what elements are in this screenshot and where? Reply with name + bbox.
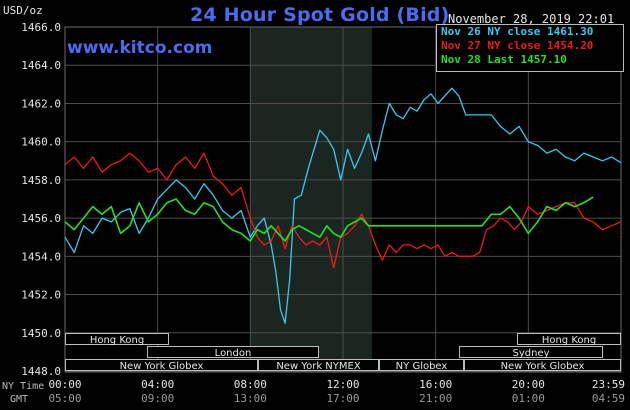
session-bar (464, 359, 621, 371)
y-tick-label: 1466.0 (21, 21, 61, 34)
y-tick-label: 1452.0 (21, 289, 61, 302)
x-tick-label-ny: 23:59 (592, 378, 625, 391)
session-bar (517, 333, 621, 345)
gmt-row-label: GMT (10, 394, 28, 405)
series-line-3 (64, 196, 594, 242)
y-axis-tick-labels: 1466.0 1464.0 1462.0 1460.0 1458.0 1456.0 1454… (21, 21, 61, 378)
session-label: New York Globex (501, 361, 585, 372)
session-label: Sydney (512, 348, 549, 359)
legend-item-nov27: Nov 27 NY close 1454.20 (437, 39, 623, 53)
timestamp: November 28, 2019 22:01 (448, 12, 615, 26)
session-label: London (215, 348, 252, 359)
x-tick-label-gmt: 05:00 (48, 392, 81, 405)
unit-label: USD/oz (3, 4, 43, 17)
legend-item-nov26: Nov 26 NY close 1461.30 (437, 25, 623, 39)
x-tick-label-gmt: 01:00 (512, 392, 545, 405)
y-tick-label: 1462.0 (21, 97, 61, 110)
session-label: NY Globex (396, 361, 448, 372)
session-bar (65, 333, 169, 345)
price-series (64, 87, 622, 324)
legend-text-nov27: Nov 27 NY close 1454.20 (441, 39, 594, 52)
x-tick-label-ny: 20:00 (512, 378, 545, 391)
x-tick-label-gmt: 09:00 (141, 392, 174, 405)
session-bar (258, 359, 379, 371)
y-tick-label: 1450.0 (21, 327, 61, 340)
session-label: Hong Kong (542, 335, 596, 346)
x-tick-label-gmt: 21:00 (419, 392, 452, 405)
x-tick-label-ny: 08:00 (234, 378, 267, 391)
session-bar (65, 359, 258, 371)
nymex-shade (250, 27, 372, 372)
legend-text-nov26: Nov 26 NY close 1461.30 (441, 25, 594, 38)
session-label: New York Globex (120, 361, 204, 372)
session-bar (147, 346, 319, 358)
session-bar (379, 359, 464, 371)
y-tick-label: 1458.0 (21, 174, 61, 187)
legend: Nov 26 NY close 1461.30 Nov 27 NY close … (436, 24, 624, 72)
ny-time-row-label: NY Time (2, 381, 44, 392)
chart-title: 24 Hour Spot Gold (Bid) (190, 4, 450, 26)
y-tick-label: 1448.0 (21, 365, 61, 378)
session-label: New York NYMEX (276, 361, 361, 372)
x-tick-label-ny: 00:00 (48, 378, 81, 391)
x-tick-label-ny: 04:00 (141, 378, 174, 391)
session-bar (459, 346, 603, 358)
site-watermark: www.kitco.com (67, 38, 213, 58)
x-tick-label-gmt: 04:59 (592, 392, 625, 405)
x-tick-label-ny: 12:00 (326, 378, 359, 391)
series-line-1 (64, 87, 622, 324)
x-tick-label-ny: 16:00 (419, 378, 452, 391)
y-tick-label: 1454.0 (21, 250, 61, 263)
session-label: Hong Kong (90, 335, 144, 346)
legend-text-nov28: Nov 28 Last 1457.10 (441, 53, 567, 66)
y-tick-label: 1464.0 (21, 59, 61, 72)
plot-frame (64, 26, 622, 373)
series-line-2 (64, 152, 622, 269)
market-session-bars: Hong Kong Hong Kong London Sydney New York G… (65, 333, 621, 372)
y-tick-label: 1456.0 (21, 212, 61, 225)
x-tick-label-gmt: 17:00 (326, 392, 359, 405)
legend-item-nov28: Nov 28 Last 1457.10 (437, 53, 623, 67)
nymex-session-band (250, 27, 372, 372)
y-tick-label: 1460.0 (21, 136, 61, 149)
x-tick-label-gmt: 13:00 (234, 392, 267, 405)
